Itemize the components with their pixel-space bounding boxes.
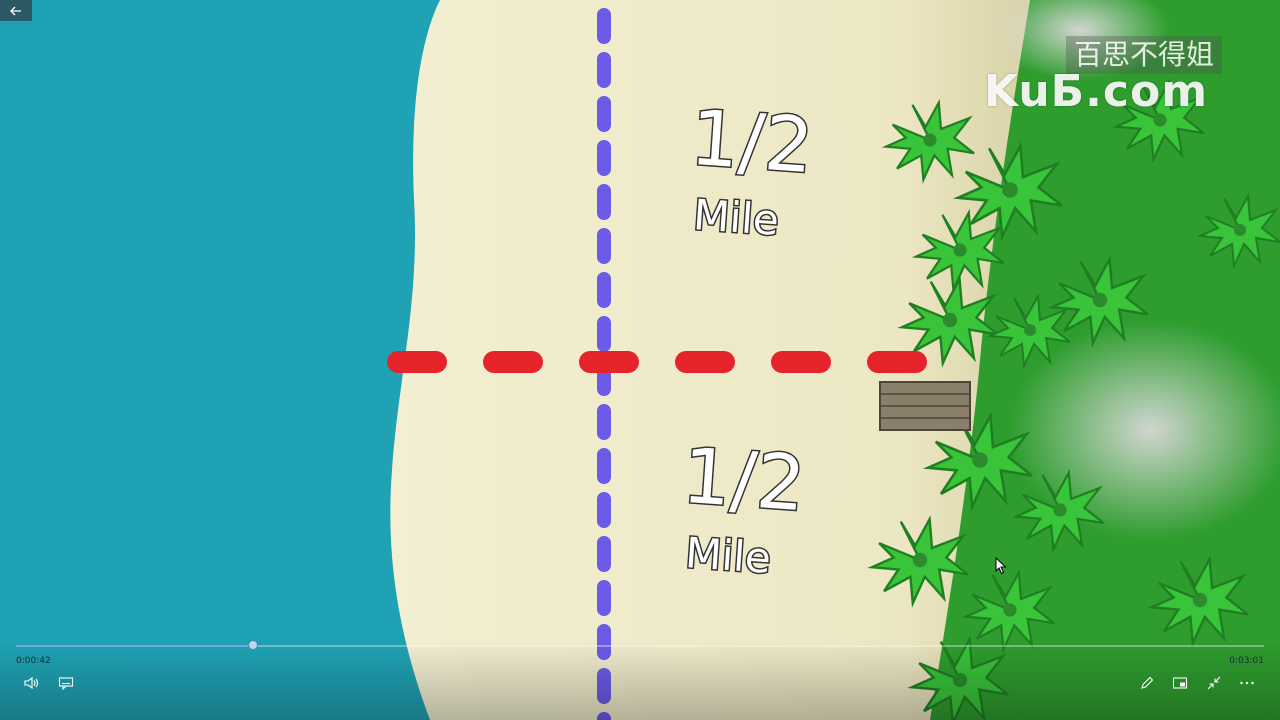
seek-bar-progress [16,645,254,647]
time-total: 0:03:01 [1229,656,1264,666]
pencil-icon [1141,676,1154,689]
fog-cloud [990,0,1170,80]
label-bottom: 1/2 Mile [678,429,809,584]
exit-fullscreen-button[interactable] [1202,672,1226,694]
seek-bar-thumb[interactable] [248,640,259,650]
fog-cloud [1010,320,1280,540]
volume-button[interactable] [20,672,44,694]
subtitles-button[interactable] [54,672,78,694]
player-controls [0,640,1280,720]
label-top-unit: Mile [692,190,781,245]
mini-view-icon [1172,677,1188,689]
speaker-icon [24,676,39,690]
watermark-logo: KuƂ.com [984,66,1209,117]
watermark-text: 百思不得姐 [1065,36,1222,74]
back-arrow-icon [10,6,21,15]
time-elapsed: 0:00:42 [16,656,51,666]
label-bottom-fraction: 1/2 [680,431,808,528]
seek-bar[interactable] [16,645,1264,647]
mouse-cursor-icon [995,557,1007,575]
back-button[interactable] [0,0,32,21]
more-options-button[interactable] [1235,672,1259,694]
mini-view-button[interactable] [1168,672,1192,694]
ellipsis-icon [1240,681,1254,685]
watermark: 百思不得姐 KuƂ.com [980,30,1250,114]
label-top: 1/2 Mile [686,91,817,246]
label-top-fraction: 1/2 [688,93,816,190]
edit-button[interactable] [1135,672,1159,694]
collapse-icon [1207,676,1221,690]
label-bottom-unit: Mile [684,528,773,583]
wooden-hut [879,381,971,431]
subtitles-icon [58,677,74,690]
